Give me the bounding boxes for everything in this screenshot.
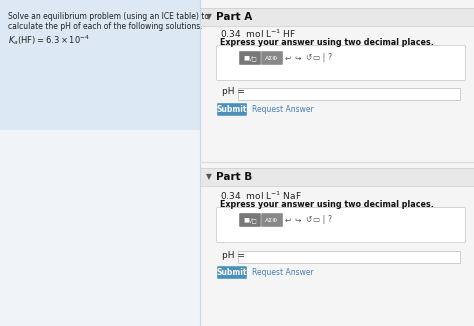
Text: pH =: pH = xyxy=(222,250,245,259)
Text: ■: ■ xyxy=(243,55,249,61)
Text: ▭ |: ▭ | xyxy=(313,215,325,225)
Text: ↩: ↩ xyxy=(285,53,291,63)
Text: calculate the pH of each of the following solutions.: calculate the pH of each of the followin… xyxy=(8,22,202,31)
Text: √□: √□ xyxy=(249,55,258,61)
Bar xyxy=(200,168,474,186)
FancyBboxPatch shape xyxy=(217,208,465,243)
Text: ΑΣΦ: ΑΣΦ xyxy=(265,217,279,223)
Text: ↺: ↺ xyxy=(305,53,311,63)
Text: Part A: Part A xyxy=(216,12,252,22)
Text: ↺: ↺ xyxy=(305,215,311,225)
FancyBboxPatch shape xyxy=(217,46,465,81)
Bar xyxy=(238,251,460,263)
Bar xyxy=(200,0,474,326)
Text: ■: ■ xyxy=(243,217,249,223)
FancyBboxPatch shape xyxy=(239,213,261,227)
Text: 0.34  mol L$^{-1}$ HF: 0.34 mol L$^{-1}$ HF xyxy=(220,28,296,40)
Text: ▭ |: ▭ | xyxy=(313,53,325,63)
Bar xyxy=(200,8,474,26)
FancyBboxPatch shape xyxy=(217,103,247,116)
Text: Request Answer: Request Answer xyxy=(252,268,314,277)
Text: Solve an equilibrium problem (using an ICE table) to: Solve an equilibrium problem (using an I… xyxy=(8,12,209,21)
Text: ▼: ▼ xyxy=(206,12,212,22)
FancyBboxPatch shape xyxy=(217,266,247,279)
Text: ↪: ↪ xyxy=(295,53,301,63)
Text: ↪: ↪ xyxy=(295,215,301,225)
Text: $K_a(\mathrm{HF}) = 6.3 \times 10^{-4}$: $K_a(\mathrm{HF}) = 6.3 \times 10^{-4}$ xyxy=(8,33,90,47)
Text: √□: √□ xyxy=(249,217,258,223)
Text: Request Answer: Request Answer xyxy=(252,105,314,114)
Text: ?: ? xyxy=(327,215,331,225)
Text: ▼: ▼ xyxy=(206,172,212,182)
Bar xyxy=(238,88,460,100)
FancyBboxPatch shape xyxy=(239,51,261,65)
Text: Submit: Submit xyxy=(217,105,247,114)
FancyBboxPatch shape xyxy=(261,213,283,227)
Text: ?: ? xyxy=(327,53,331,63)
Text: 0.34  mol L$^{-1}$ NaF: 0.34 mol L$^{-1}$ NaF xyxy=(220,190,302,202)
Text: Express your answer using two decimal places.: Express your answer using two decimal pl… xyxy=(220,200,434,209)
Bar xyxy=(0,0,200,130)
Text: Express your answer using two decimal places.: Express your answer using two decimal pl… xyxy=(220,38,434,47)
FancyBboxPatch shape xyxy=(261,51,283,65)
Text: Part B: Part B xyxy=(216,172,252,182)
Text: Submit: Submit xyxy=(217,268,247,277)
Text: ΑΣΦ: ΑΣΦ xyxy=(265,55,279,61)
Text: ↩: ↩ xyxy=(285,215,291,225)
Text: pH =: pH = xyxy=(222,87,245,96)
